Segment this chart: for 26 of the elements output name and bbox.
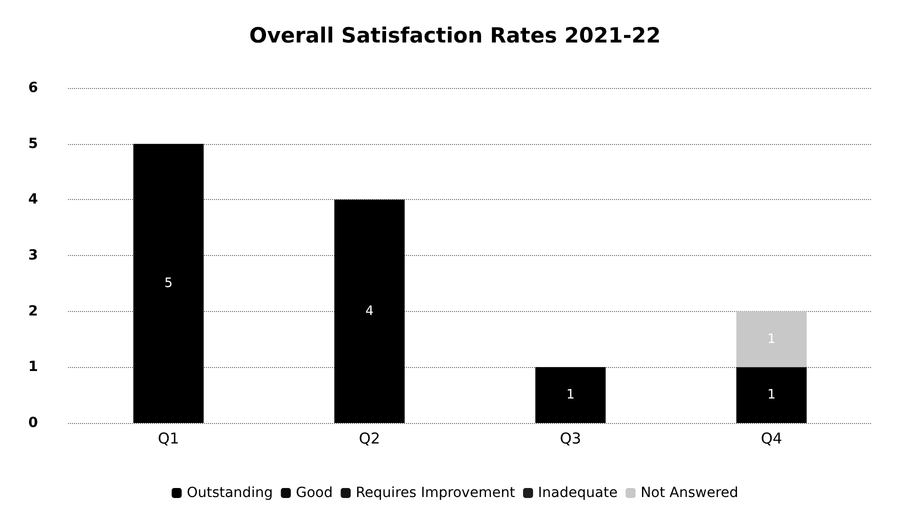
bar <box>133 144 204 423</box>
y-tick-label: 0 <box>28 415 38 431</box>
y-tick-label: 1 <box>28 359 38 376</box>
bar <box>736 367 807 423</box>
x-tick-label: Q1 <box>158 430 180 448</box>
x-tick-label: Q4 <box>760 430 782 448</box>
data-label: 1 <box>767 388 776 403</box>
legend-label: Inadequate <box>538 485 618 501</box>
bar <box>535 367 606 423</box>
x-tick-label: Q3 <box>560 430 582 448</box>
data-label: 1 <box>566 388 575 403</box>
chart-title: Overall Satisfaction Rates 2021-22 <box>249 24 661 48</box>
y-tick-label: 4 <box>28 192 38 208</box>
bar <box>334 200 405 423</box>
x-tick-label: Q2 <box>358 430 380 448</box>
legend-label: Not Answered <box>640 485 738 501</box>
data-label: 5 <box>164 276 173 291</box>
legend-label: Requires Improvement <box>356 485 516 501</box>
y-tick-label: 3 <box>28 248 38 264</box>
y-tick-label: 5 <box>28 136 38 152</box>
legend-label: Outstanding <box>186 485 273 501</box>
data-label: 4 <box>365 304 374 319</box>
y-tick-label: 6 <box>28 80 38 96</box>
bar <box>736 311 807 368</box>
y-tick-label: 2 <box>28 303 38 320</box>
legend-label: Good <box>296 485 333 501</box>
